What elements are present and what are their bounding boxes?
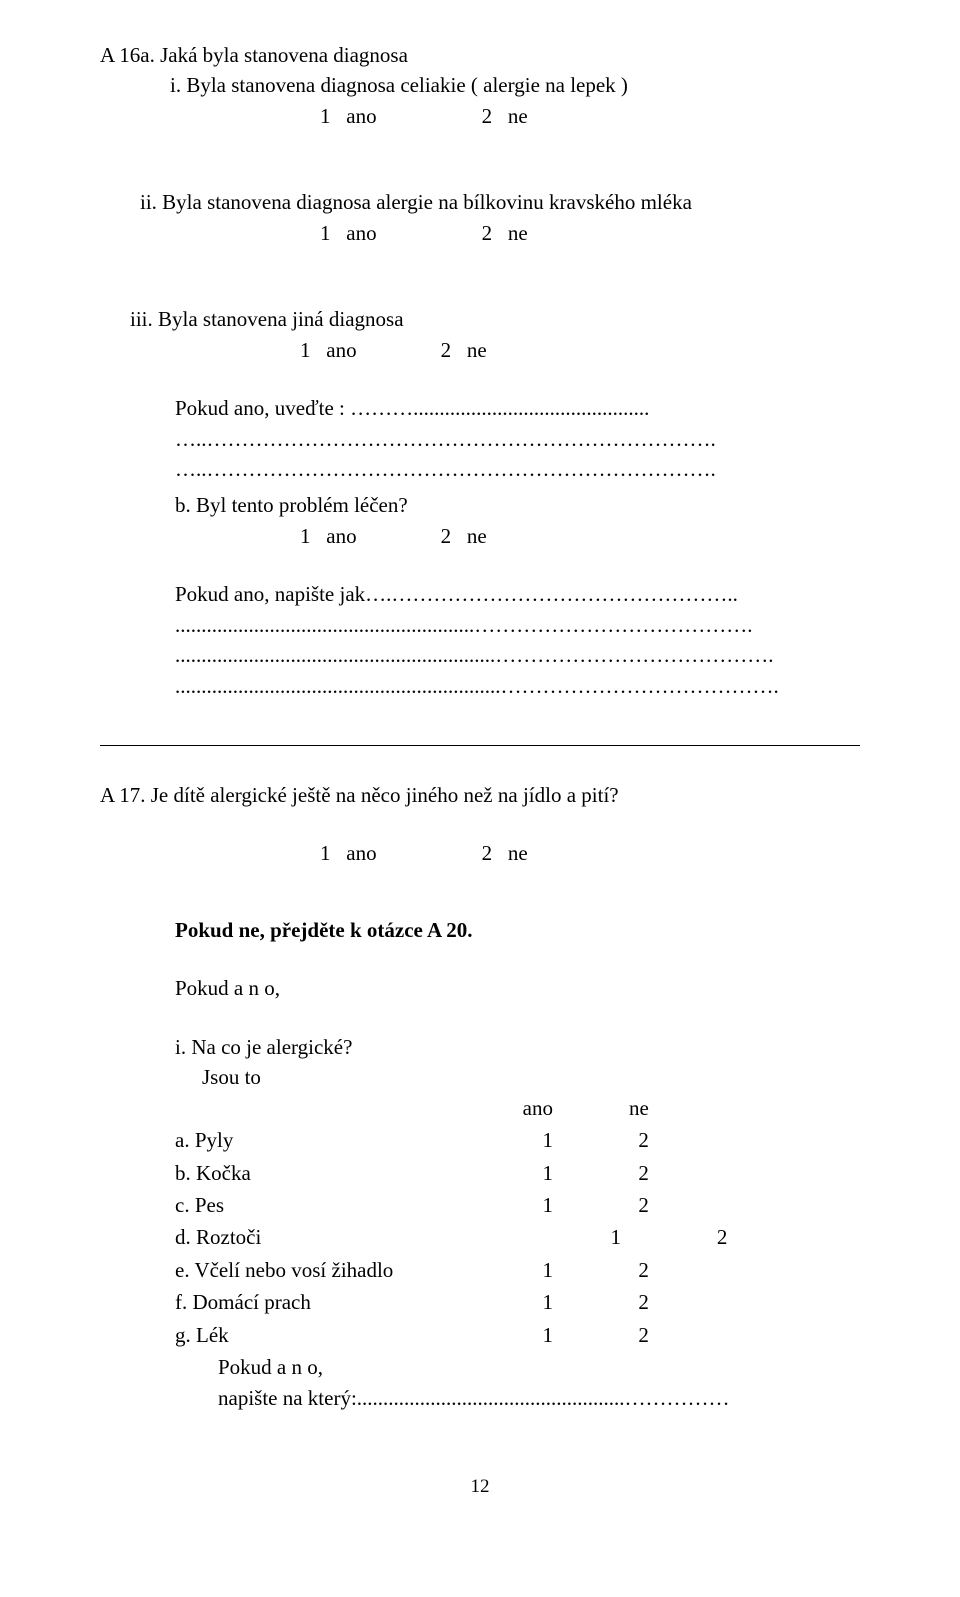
- row-f-v1[interactable]: 1: [453, 1287, 561, 1319]
- table-row: c. Pes 1 2: [175, 1190, 735, 1222]
- row-b-v1[interactable]: 1: [453, 1158, 561, 1190]
- row-f-label: f. Domácí prach: [175, 1287, 453, 1319]
- table-row: f. Domácí prach 1 2: [175, 1287, 735, 1319]
- q17-footer-pokud-ano: Pokud a n o,: [100, 1352, 860, 1382]
- q16a-pokud-jak-line4[interactable]: ........................................…: [100, 671, 860, 701]
- row-c-label: c. Pes: [175, 1190, 453, 1222]
- q16a-pokud-uvedte-line2[interactable]: …..……………………………………………………………….: [100, 424, 860, 454]
- row-d-label: d. Roztoči: [175, 1222, 453, 1254]
- table-row: a. Pyly 1 2: [175, 1125, 735, 1157]
- row-g-label: g. Lék: [175, 1320, 453, 1352]
- q16a-i-label: i. Byla stanovena diagnosa celiakie ( al…: [100, 70, 860, 100]
- q16a-ii-options[interactable]: 1 ano 2 ne: [100, 218, 860, 248]
- row-b-v2[interactable]: 2: [629, 1158, 657, 1190]
- row-a-v2[interactable]: 2: [629, 1125, 657, 1157]
- q16a-pokud-jak-line2[interactable]: ........................................…: [100, 610, 860, 640]
- row-f-v2[interactable]: 2: [629, 1287, 657, 1319]
- row-c-v1[interactable]: 1: [453, 1190, 561, 1222]
- q16a-ii-label: ii. Byla stanovena diagnosa alergie na b…: [100, 187, 860, 217]
- row-g-v1[interactable]: 1: [453, 1320, 561, 1352]
- table-header-row: ano ne: [175, 1093, 735, 1125]
- q16a-iii-label: iii. Byla stanovena jiná diagnosa: [100, 304, 860, 334]
- q17-heading: A 17. Je dítě alergické ještě na něco ji…: [100, 780, 860, 810]
- q16a-pokud-uvedte-line3[interactable]: …..……………………………………………………………….: [100, 454, 860, 484]
- q17-skip-instruction: Pokud ne, přejděte k otázce A 20.: [100, 915, 860, 945]
- q16a-i-options[interactable]: 1 ano 2 ne: [100, 101, 860, 131]
- q17-jsou-to: Jsou to: [100, 1062, 860, 1092]
- q16a-pokud-jak-line3[interactable]: ........................................…: [100, 640, 860, 670]
- section-divider: [100, 745, 860, 746]
- page-number: 12: [100, 1473, 860, 1501]
- q16a-iii-options[interactable]: 1 ano 2 ne: [100, 335, 860, 365]
- row-a-label: a. Pyly: [175, 1125, 453, 1157]
- table-row: e. Včelí nebo vosí žihadlo 1 2: [175, 1255, 735, 1287]
- row-a-v1[interactable]: 1: [453, 1125, 561, 1157]
- row-c-v2[interactable]: 2: [629, 1190, 657, 1222]
- table-row: g. Lék 1 2: [175, 1320, 735, 1352]
- q17-allergy-table: ano ne a. Pyly 1 2 b. Kočka 1 2 c. Pes 1…: [175, 1093, 735, 1353]
- row-b-label: b. Kočka: [175, 1158, 453, 1190]
- header-ne: ne: [629, 1093, 657, 1125]
- table-row: b. Kočka 1 2: [175, 1158, 735, 1190]
- row-e-v1[interactable]: 1: [453, 1255, 561, 1287]
- row-e-label: e. Včelí nebo vosí žihadlo: [175, 1255, 453, 1287]
- row-d-v2[interactable]: 2: [657, 1222, 736, 1254]
- q16a-b-label: b. Byl tento problém léčen?: [100, 490, 860, 520]
- header-ano: ano: [453, 1093, 561, 1125]
- row-e-v2[interactable]: 2: [629, 1255, 657, 1287]
- q17-pokud-ano: Pokud a n o,: [100, 973, 860, 1003]
- q17-footer-napiste[interactable]: napište na který:.......................…: [100, 1383, 860, 1413]
- row-g-v2[interactable]: 2: [629, 1320, 657, 1352]
- q16a-pokud-uvedte[interactable]: Pokud ano, uveďte : ……….................…: [100, 393, 860, 423]
- q16a-heading: A 16a. Jaká byla stanovena diagnosa: [100, 40, 860, 70]
- row-d-v1[interactable]: 1: [561, 1222, 629, 1254]
- q17-i-label: i. Na co je alergické?: [100, 1032, 860, 1062]
- q17-options[interactable]: 1 ano 2 ne: [100, 838, 860, 868]
- table-row: d. Roztoči 1 2: [175, 1222, 735, 1254]
- q16a-pokud-jak[interactable]: Pokud ano, napište jak….……………………………………………: [100, 579, 860, 609]
- q16a-b-options[interactable]: 1 ano 2 ne: [100, 521, 860, 551]
